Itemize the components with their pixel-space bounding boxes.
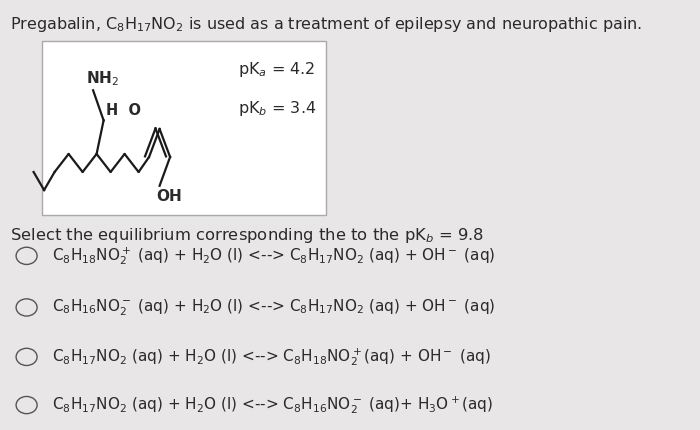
- Text: Select the equilibrium corresponding the to the pK$_b$ = 9.8: Select the equilibrium corresponding the…: [10, 226, 484, 245]
- Text: C$_8$H$_{17}$NO$_2$ (aq) + H$_2$O (l) <--> C$_8$H$_{16}$NO$_2^-$ (aq)+ H$_3$O$^+: C$_8$H$_{17}$NO$_2$ (aq) + H$_2$O (l) <-…: [52, 394, 494, 416]
- Text: pK$_a$ = 4.2: pK$_a$ = 4.2: [238, 60, 314, 79]
- Text: C$_8$H$_{16}$NO$_2^-$ (aq) + H$_2$O (l) <--> C$_8$H$_{17}$NO$_2$ (aq) + OH$^-$ (: C$_8$H$_{16}$NO$_2^-$ (aq) + H$_2$O (l) …: [52, 297, 496, 318]
- Text: pK$_b$ = 3.4: pK$_b$ = 3.4: [238, 99, 316, 118]
- Text: OH: OH: [156, 189, 182, 204]
- FancyBboxPatch shape: [42, 41, 326, 215]
- Text: H  O: H O: [106, 103, 141, 118]
- Text: C$_8$H$_{18}$NO$_2^+$ (aq) + H$_2$O (l) <--> C$_8$H$_{17}$NO$_2$ (aq) + OH$^-$ (: C$_8$H$_{18}$NO$_2^+$ (aq) + H$_2$O (l) …: [52, 245, 496, 267]
- Text: NH$_2$: NH$_2$: [86, 70, 119, 88]
- Text: Pregabalin, C$_8$H$_{17}$NO$_2$ is used as a treatment of epilepsy and neuropath: Pregabalin, C$_8$H$_{17}$NO$_2$ is used …: [10, 15, 643, 34]
- Text: C$_8$H$_{17}$NO$_2$ (aq) + H$_2$O (l) <--> C$_8$H$_{18}$NO$_2^+$(aq) + OH$^-$ (a: C$_8$H$_{17}$NO$_2$ (aq) + H$_2$O (l) <-…: [52, 346, 491, 368]
